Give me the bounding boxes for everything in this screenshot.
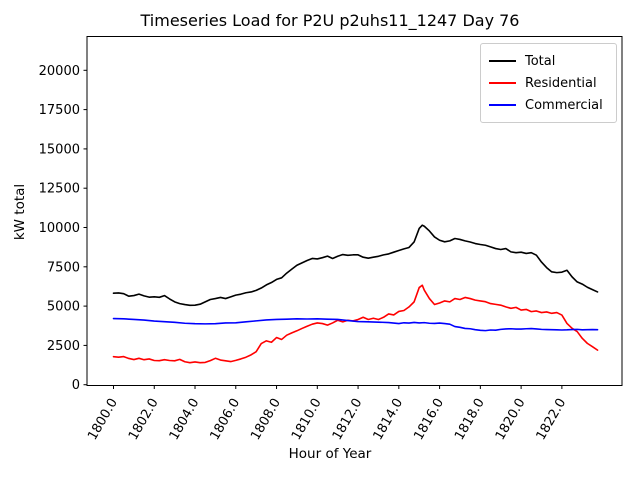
legend-line-commercial — [489, 104, 516, 106]
x-tick-label: 1820.0 — [493, 396, 529, 443]
legend-item-residential: Residential — [489, 72, 608, 94]
series-total-line — [112, 224, 599, 307]
series-residential-line — [112, 284, 599, 364]
plot-frame — [86, 36, 623, 386]
x-axis-label: Hour of Year — [288, 446, 372, 462]
y-tick-label: 2500 — [47, 339, 80, 354]
x-tick-label: 1806.0 — [208, 396, 244, 443]
y-tick-label: 20000 — [39, 64, 80, 79]
y-axis-label: kW total — [12, 183, 28, 241]
y-tick-label: 7500 — [47, 260, 80, 275]
y-tick-label: 17500 — [39, 103, 80, 118]
legend-line-total — [489, 60, 516, 62]
x-tick-label: 1802.0 — [126, 396, 162, 443]
legend: Total Residential Commercial — [480, 43, 617, 123]
y-tick-label: 0 — [72, 378, 80, 393]
x-tick-label: 1818.0 — [452, 396, 488, 443]
legend-line-residential — [489, 82, 516, 84]
legend-item-commercial: Commercial — [489, 94, 608, 116]
x-tick-label: 1810.0 — [289, 396, 325, 443]
legend-label-total: Total — [525, 53, 556, 69]
x-tick-label: 1808.0 — [248, 396, 284, 443]
y-tick-label: 15000 — [39, 142, 80, 157]
y-tick-label: 10000 — [39, 221, 80, 236]
legend-item-total: Total — [489, 50, 608, 72]
x-tick-label: 1822.0 — [534, 396, 570, 443]
x-tick-label: 1800.0 — [85, 396, 121, 443]
x-tick-label: 1814.0 — [371, 396, 407, 443]
y-tick-label: 12500 — [39, 182, 80, 197]
x-tick-label: 1804.0 — [167, 396, 203, 443]
series-commercial-line — [112, 317, 599, 332]
x-tick-label: 1812.0 — [330, 396, 366, 443]
legend-label-residential: Residential — [525, 75, 597, 91]
x-tick-label: 1816.0 — [411, 396, 447, 443]
chart-title: Timeseries Load for P2U p2uhs11_1247 Day… — [140, 11, 520, 30]
legend-label-commercial: Commercial — [525, 97, 603, 113]
y-tick-label: 5000 — [47, 300, 80, 315]
